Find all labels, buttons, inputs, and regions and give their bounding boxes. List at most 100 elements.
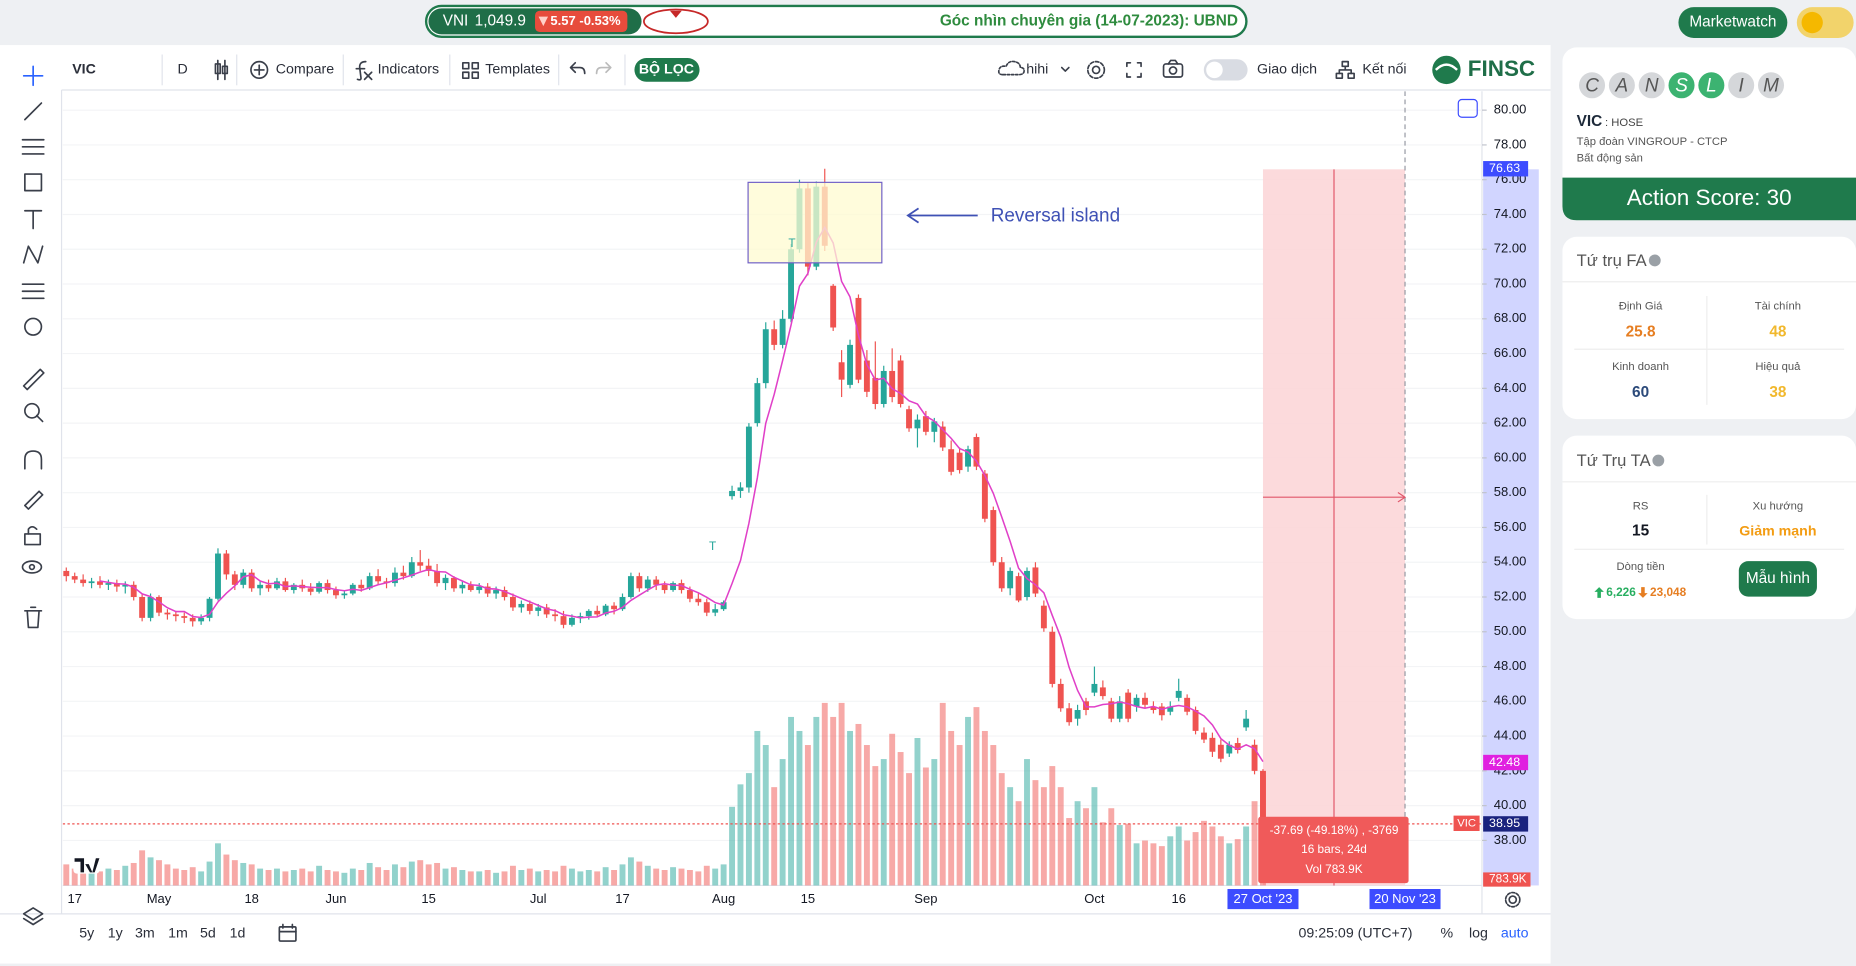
emoji-tool[interactable]: [24, 317, 43, 336]
volume-bar: [1142, 840, 1148, 886]
info-icon[interactable]: [1652, 454, 1665, 467]
canslim-letter: M: [1763, 75, 1779, 96]
info-icon[interactable]: [1648, 254, 1661, 267]
candle-body: [670, 583, 677, 591]
y-tick-label: 78.00: [1494, 136, 1527, 151]
volume-bar: [299, 868, 306, 886]
canslim-badge: [1608, 72, 1635, 99]
magnet-tool[interactable]: [24, 450, 43, 470]
y-tick-label: 38.00: [1494, 832, 1527, 847]
trend-line-tool[interactable]: [24, 102, 43, 121]
flow-out-icon: [1638, 587, 1648, 598]
volume-bar: [535, 871, 542, 886]
volume-bar: [1209, 826, 1216, 886]
volume-bar: [914, 738, 921, 886]
screenshot-icon[interactable]: [1162, 59, 1184, 78]
indicators-icon[interactable]: [355, 60, 373, 81]
volume-bar: [425, 864, 432, 886]
range[interactable]: 1m: [168, 926, 188, 942]
candle-body: [164, 612, 171, 615]
lock-tool[interactable]: [24, 533, 42, 546]
percent-toggle[interactable]: %: [1441, 926, 1454, 942]
marketwatch-button[interactable]: [1678, 7, 1788, 38]
log-toggle[interactable]: log: [1469, 926, 1488, 942]
candle-body: [358, 584, 365, 589]
connect-label[interactable]: Kết nối: [1362, 62, 1406, 78]
candle-body: [189, 617, 196, 622]
compare[interactable]: Compare: [276, 62, 334, 78]
text-tool[interactable]: [24, 209, 43, 230]
news-ticker[interactable]: Góc nhìn chuyên gia (14-07-2023): UBND: [940, 12, 1238, 29]
exchange: : HOSE: [1605, 117, 1644, 129]
volume-bar: [509, 865, 516, 886]
volume-bar: [1201, 820, 1207, 886]
visibility-tool[interactable]: [21, 560, 43, 574]
chevron[interactable]: [1060, 66, 1070, 72]
templates[interactable]: Templates: [485, 62, 550, 78]
x-tick-label: Sep: [914, 891, 937, 906]
volume-bar: [568, 868, 575, 886]
crosshair-tool[interactable]: [22, 65, 44, 87]
annotation-box[interactable]: [747, 181, 883, 264]
volume-bar: [501, 871, 508, 886]
range[interactable]: 5d: [200, 926, 216, 942]
candle-body: [240, 572, 247, 585]
volume-bar: [1133, 843, 1140, 886]
filter-button[interactable]: [634, 58, 700, 82]
canslim-letter: N: [1645, 75, 1659, 96]
lock-draw-tool[interactable]: [24, 490, 44, 510]
compare-icon[interactable]: [250, 60, 269, 80]
redo-icon[interactable]: [595, 61, 612, 75]
volume-bar: [965, 716, 971, 886]
volume-bar: [973, 707, 980, 886]
volume-bar: [796, 730, 803, 886]
action-score: Action Score: 30: [1627, 185, 1792, 210]
range[interactable]: 5y: [79, 926, 95, 942]
zoom-tool[interactable]: [24, 402, 40, 419]
templates-icon[interactable]: [461, 61, 480, 80]
volume-bar: [493, 872, 500, 886]
range[interactable]: 1d: [230, 926, 246, 942]
layout-icon[interactable]: [997, 60, 1025, 76]
axis-settings[interactable]: [1504, 891, 1521, 908]
goto-date-icon[interactable]: [278, 923, 297, 942]
volume-bar: [1251, 801, 1258, 886]
brand-name: FINSC: [1468, 56, 1535, 81]
trade-label[interactable]: Giao dịch: [1257, 62, 1317, 78]
volume-bar: [88, 867, 95, 886]
indicators[interactable]: Indicators: [378, 62, 440, 78]
auto-toggle[interactable]: auto: [1501, 926, 1529, 942]
pattern-tool[interactable]: [22, 245, 44, 264]
candle-body: [906, 409, 912, 429]
volume-bar: [922, 767, 929, 886]
object-tree[interactable]: [22, 907, 44, 926]
fullscreen-icon[interactable]: [1126, 61, 1142, 78]
chart-type-icon[interactable]: [214, 59, 229, 81]
interval[interactable]: D: [178, 62, 188, 78]
candle-body: [484, 586, 491, 594]
range[interactable]: 3m: [135, 926, 155, 942]
pattern-button[interactable]: [1738, 561, 1817, 597]
volume-bar: [215, 843, 221, 886]
layout-name[interactable]: hihi: [1026, 62, 1048, 78]
shape-tool[interactable]: [24, 173, 43, 192]
volume-bar: [880, 759, 887, 886]
candle-body: [97, 581, 103, 585]
delete-tool[interactable]: [24, 606, 43, 629]
symbol[interactable]: VIC: [72, 62, 96, 78]
candle-body: [1260, 770, 1266, 824]
settings-icon[interactable]: [1086, 60, 1106, 80]
ruler-tool[interactable]: [22, 368, 45, 391]
volume-bar: [1057, 787, 1064, 886]
prediction-tool[interactable]: [21, 283, 45, 300]
range[interactable]: 1y: [108, 926, 124, 942]
fib-tool[interactable]: [21, 138, 45, 155]
undo-icon[interactable]: [569, 61, 586, 75]
candle-body: [122, 584, 129, 587]
auto-scale-button[interactable]: [1457, 98, 1478, 118]
volume-bar: [678, 868, 685, 886]
connect-icon[interactable]: [1335, 60, 1355, 80]
volume-bar: [375, 867, 382, 886]
